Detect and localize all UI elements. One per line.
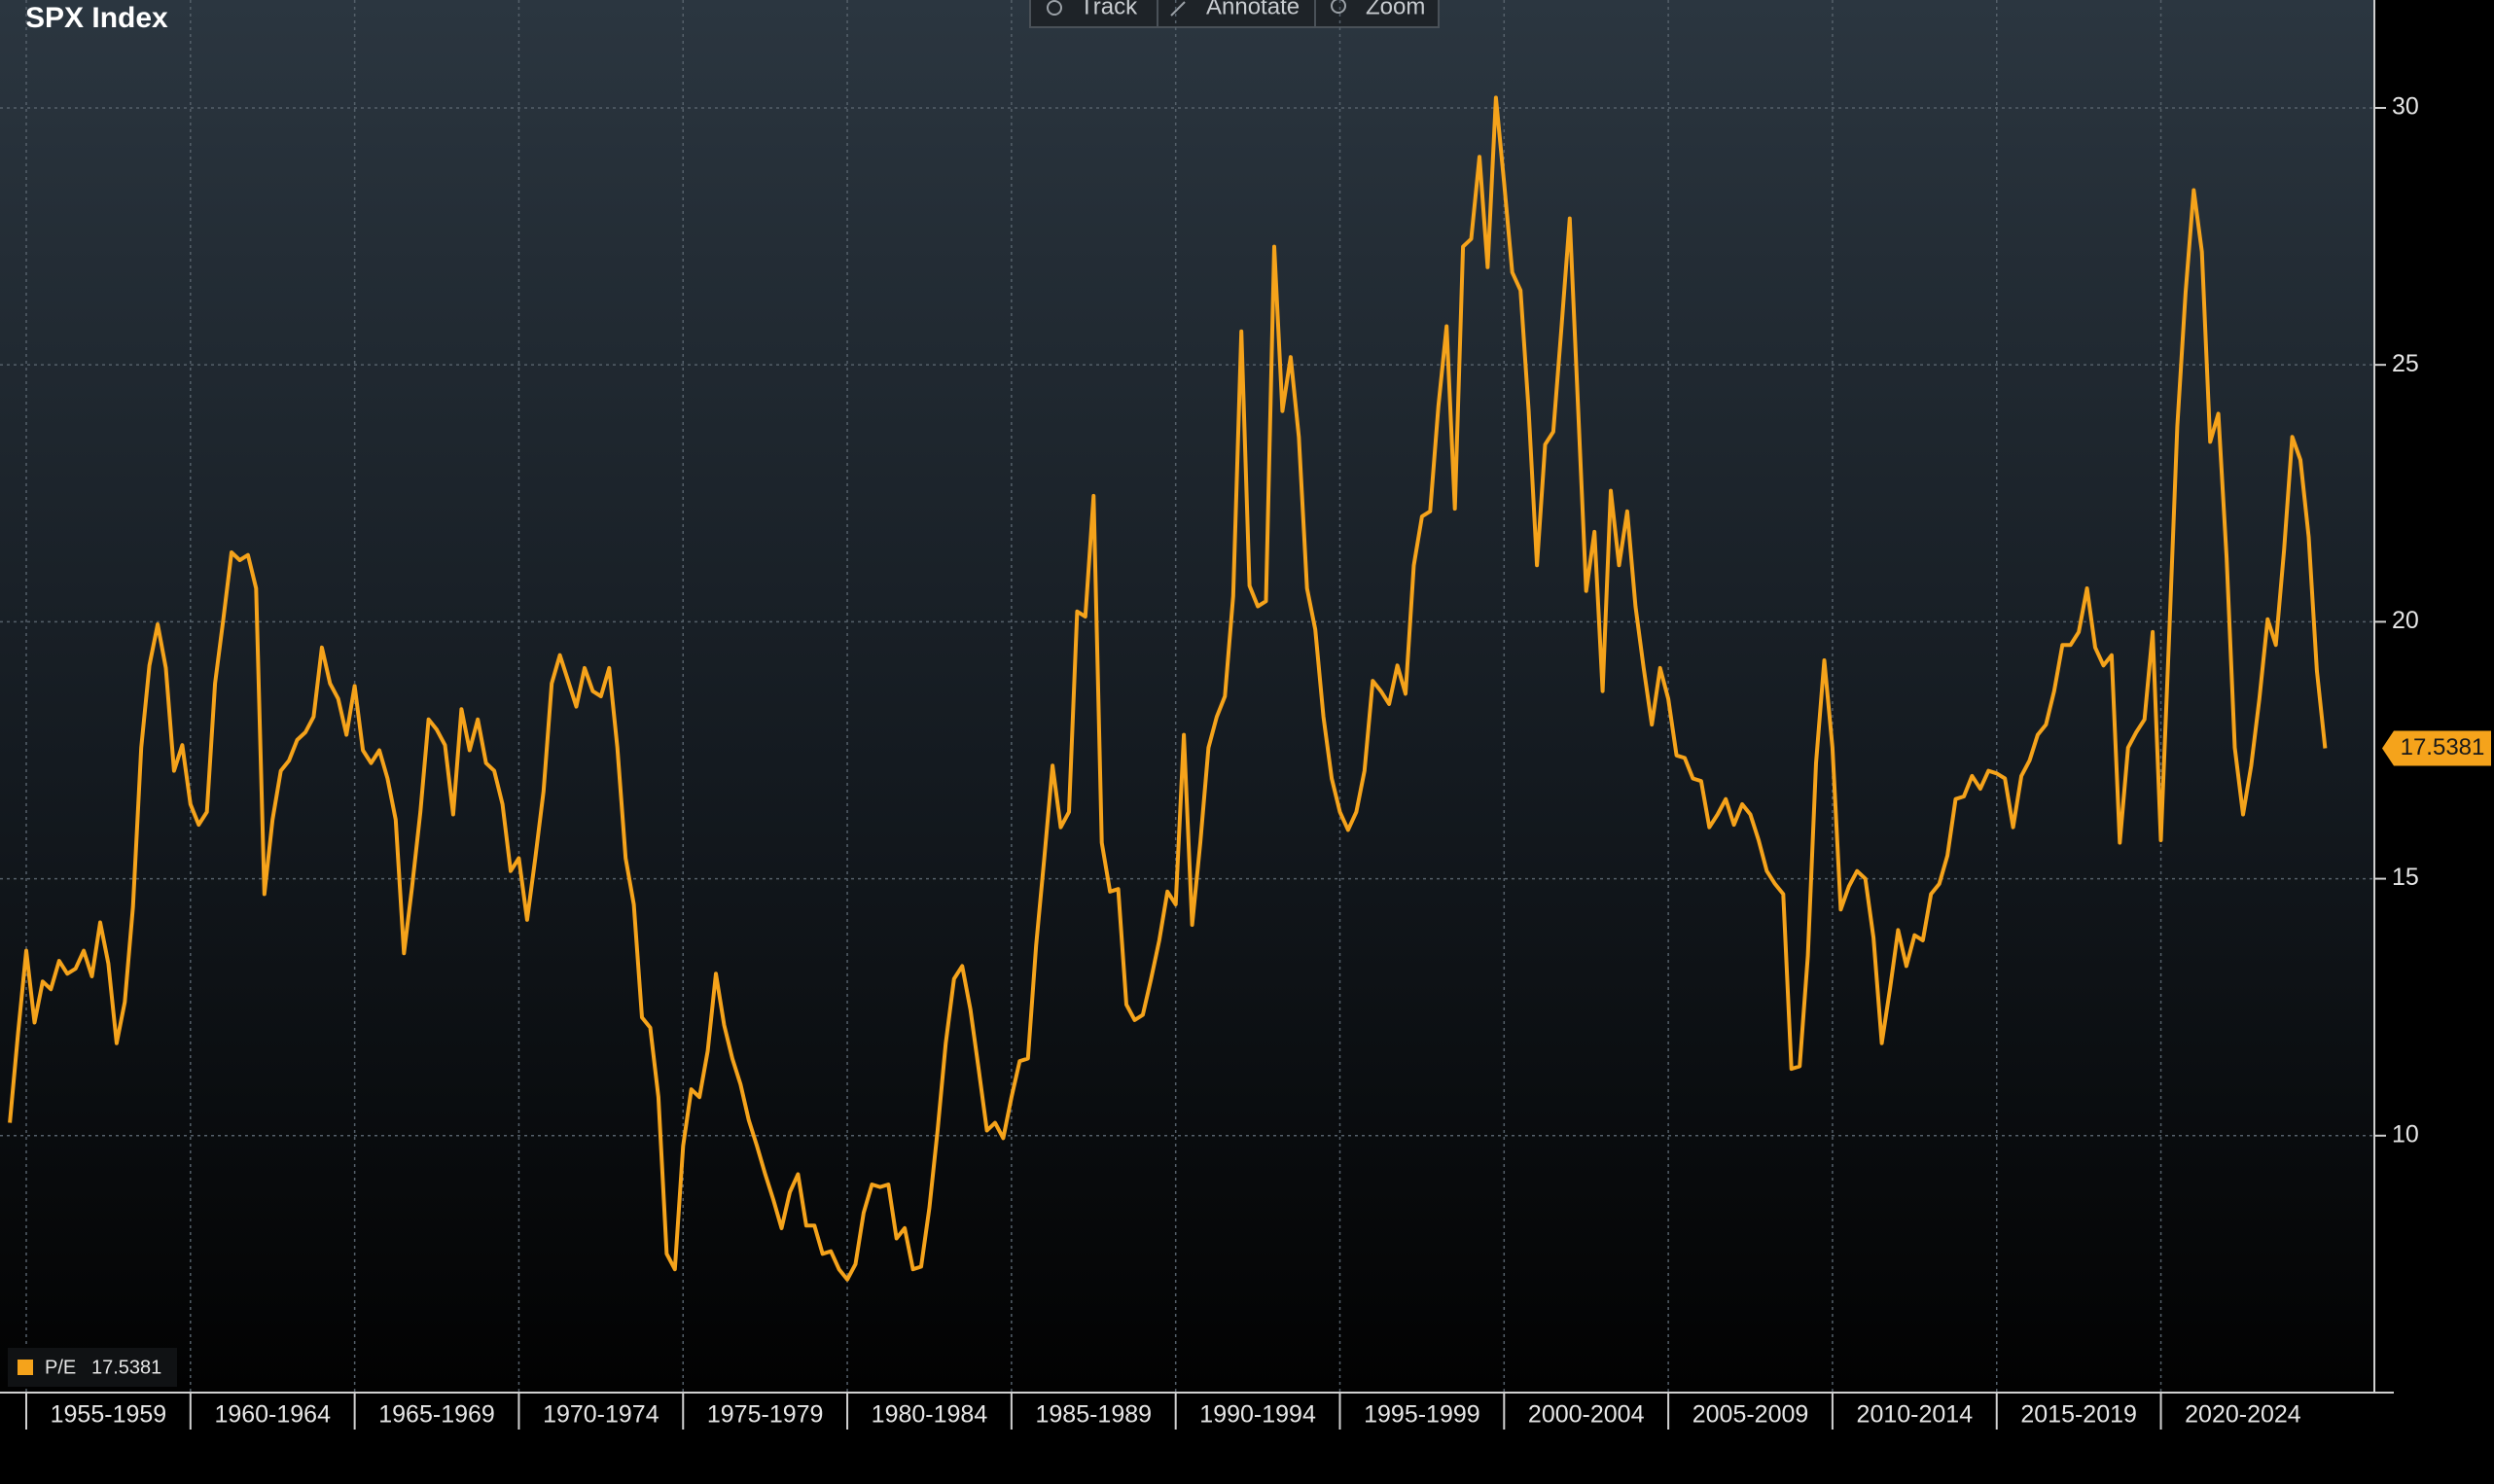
- y-tick-label: 20: [2392, 607, 2419, 634]
- y-tick-label: 30: [2392, 93, 2419, 121]
- axes: 10 15 20 25 30 1955-1959 1960-1964 1965-1969 197…: [0, 0, 2419, 1430]
- x-tick-label: 1995-1999: [1364, 1401, 1480, 1429]
- x-tick-label: 1975-1979: [707, 1401, 824, 1429]
- annotate-icon: [1170, 1, 1186, 17]
- x-tick-label: 2005-2009: [1692, 1401, 1809, 1429]
- zoom-button[interactable]: Zoom: [1331, 0, 1425, 19]
- last-value-box: [2382, 730, 2491, 766]
- annotate-label[interactable]: Annotate: [1206, 0, 1300, 19]
- zoom-label[interactable]: Zoom: [1366, 0, 1425, 19]
- x-tick-label: 2015-2019: [2020, 1401, 2137, 1429]
- chart-title: SPX Index: [25, 2, 168, 34]
- data-line: [8, 95, 2328, 1282]
- plot-background: [0, 0, 2374, 1393]
- x-tick-label: 2010-2014: [1857, 1401, 1974, 1429]
- legend-swatch: [18, 1360, 33, 1375]
- x-tick-label: 2000-2004: [1528, 1401, 1645, 1429]
- y-tick-label: 10: [2392, 1120, 2419, 1148]
- y-tick-label: 15: [2392, 864, 2419, 891]
- legend-name: P/E: [45, 1357, 76, 1378]
- x-tick-label: 1970-1974: [543, 1401, 659, 1429]
- x-tick-label: 1990-1994: [1199, 1401, 1316, 1429]
- track-icon: [1047, 0, 1062, 16]
- toolbar-frame: [1029, 0, 1440, 28]
- track-label[interactable]: Track: [1080, 0, 1138, 19]
- x-tick-label: 1980-1984: [872, 1401, 988, 1429]
- x-tick-label: 1965-1969: [378, 1401, 495, 1429]
- zoom-icon: [1331, 0, 1346, 14]
- y-tick-label: 25: [2392, 350, 2419, 377]
- legend: P/E 17.5381: [8, 1348, 177, 1387]
- legend-box: [8, 1348, 177, 1387]
- annotate-button[interactable]: Annotate: [1170, 0, 1300, 19]
- last-value-label: 17.5381: [2401, 734, 2485, 760]
- toolbar: Track Annotate Zoom: [1029, 0, 1440, 28]
- x-tick-label: 2020-2024: [2185, 1401, 2301, 1429]
- x-tick-label: 1960-1964: [214, 1401, 331, 1429]
- x-tick-label: 1955-1959: [51, 1401, 167, 1429]
- x-tick-label: 1985-1989: [1035, 1401, 1152, 1429]
- marks: 17.5381: [8, 95, 2491, 1282]
- track-button[interactable]: Track: [1047, 0, 1138, 19]
- legend-value: 17.5381: [91, 1357, 161, 1378]
